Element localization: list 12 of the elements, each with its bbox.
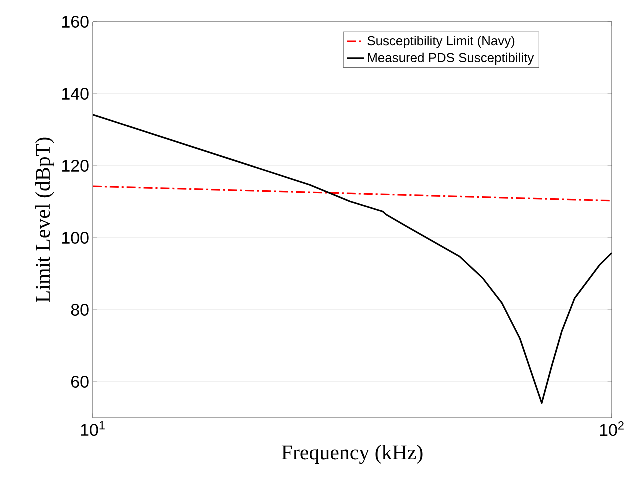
y-tick-label: 160 bbox=[62, 16, 89, 28]
y-tick-label: 100 bbox=[62, 232, 89, 244]
x-tick-label: 10$^{2}$ bbox=[600, 422, 624, 436]
y-tick-label: 140 bbox=[62, 88, 89, 100]
y-tick-label: 80 bbox=[71, 304, 89, 316]
y-tick-label: 120 bbox=[62, 160, 89, 172]
x-axis-title: Frequency (kHz) bbox=[282, 445, 423, 464]
y-tick-label: 60 bbox=[72, 376, 89, 388]
legend-label: Measured PDS Susceptibility bbox=[368, 52, 534, 66]
x-tick-label: 10$^{1}$ bbox=[81, 422, 105, 436]
y-axis-title: Limit Level (dBpT) bbox=[35, 138, 54, 302]
legend-label: Susceptibility Limit (Navy) bbox=[368, 36, 515, 48]
